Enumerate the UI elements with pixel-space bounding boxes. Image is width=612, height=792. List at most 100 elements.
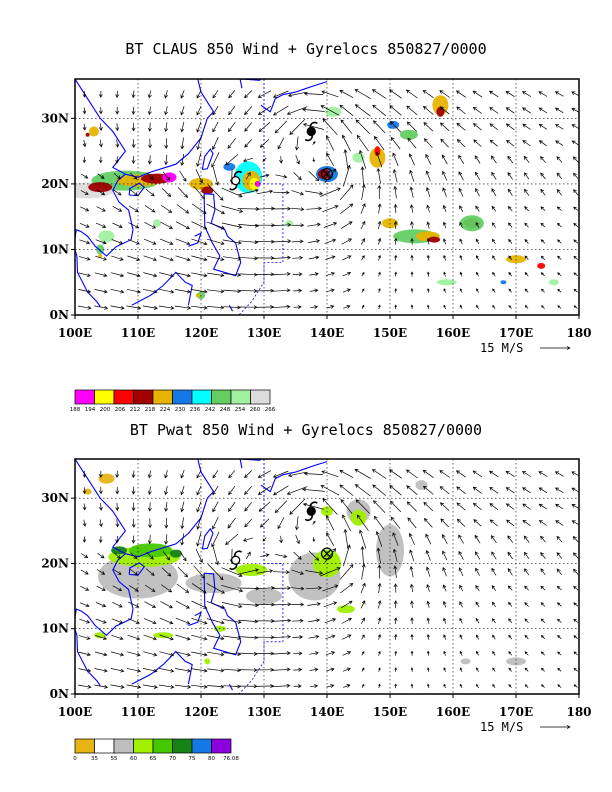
wind-arrow [308,170,320,182]
wind-arrow [238,223,260,228]
wind-arrow [507,172,513,180]
wind-arrow [175,668,192,673]
wind-arrow [244,518,252,528]
wind-arrow [286,486,308,495]
wind-arrow [223,684,242,689]
wind-arrow [111,618,124,624]
wind-arrow [538,107,548,114]
wind-arrow [389,120,402,133]
wind-arrow [377,184,382,200]
wind-arrow [343,528,349,550]
coastline-10 [75,304,76,306]
cloud-shade-41 [98,230,115,243]
wind-arrow [459,650,463,656]
wind-arrow [377,600,382,609]
wind-arrow [239,288,258,293]
wind-arrow [221,187,243,198]
wind-arrow [573,602,579,607]
wind-arrow [164,517,169,529]
wind-arrow [372,484,387,496]
wind-arrow [127,272,141,278]
wind-arrow [324,168,337,184]
wind-arrow [77,684,92,689]
wind-arrow [326,532,335,546]
wind-arrow [557,239,562,244]
wind-arrow [238,619,259,624]
wind-arrow [508,255,513,261]
wind-arrow [309,288,319,293]
wind-arrow [475,617,480,624]
wind-arrow [377,634,381,640]
wind-arrow [476,304,479,309]
wind-arrow [405,469,418,479]
wind-arrow [207,651,225,657]
wind-arrow [339,90,354,99]
wind-arrow [409,565,414,578]
wind-arrow [239,651,258,656]
wind-arrow [459,271,463,277]
bottom-panel-title: BT Pwat 850 Wind + Gyrelocs 850827/0000 [129,421,483,439]
wind-arrow [443,650,447,656]
wind-arrow [180,469,185,479]
wind-arrow [99,519,103,528]
wind-arrow [222,256,242,261]
wind-arrow [555,520,564,526]
wind-arrow [524,305,529,309]
wind-arrow [408,153,415,166]
wind-arrow [342,255,352,261]
wind-arrow [78,256,91,261]
wind-arrow [175,238,191,246]
wind-arrow [225,154,239,166]
wind-arrow [555,124,564,130]
wind-arrow [223,652,242,657]
coastline-3 [203,572,242,656]
wind-arrow [80,569,89,575]
wind-arrow [255,272,275,277]
wind-arrow [573,684,578,688]
wind-arrow [110,668,125,673]
wind-arrow [491,601,496,608]
wind-arrow [289,118,306,136]
wind-arrow [162,551,171,561]
wind-arrow [175,634,191,641]
wind-arrow [272,288,291,293]
wind-arrow [228,121,236,133]
wind-arrow [521,91,531,97]
wind-arrow [164,486,168,496]
wind-arrow [389,485,402,496]
legend-swatch [113,389,134,405]
wind-arrow [407,137,417,149]
wind-arrow [507,585,513,591]
wind-arrow [193,185,206,200]
wind-arrow [372,500,386,513]
wind-arrow [143,255,157,262]
coastline-9 [228,683,233,691]
wind-arrow [491,585,497,591]
lon-tick-label: 150E [373,326,407,340]
wind-arrow [410,650,414,656]
cloud-shade-39 [352,152,365,163]
wind-arrow [458,171,464,181]
wind-arrow [180,153,185,167]
pwat-shade-16 [336,605,355,614]
wind-arrow [78,635,91,640]
wind-arrow [126,668,142,673]
wind-arrow [556,222,562,228]
wind-arrow [287,91,307,98]
cloud-shade-11 [254,180,261,187]
wind-arrow [394,683,398,689]
wind-arrow [292,635,304,639]
wind-arrow [572,156,579,163]
cloud-shade-20 [459,215,484,232]
legend-swatch [211,389,232,405]
wind-arrow [206,618,225,625]
wind-arrow [458,187,464,197]
wind-arrow [442,584,447,592]
wind-arrow [538,124,548,130]
top-map-panel: 100E 110E 120E 130E 140E 150E 160E 170E 180 0N 10N… [41,78,592,413]
cloud-shade-23 [369,147,386,168]
wind-arrow [392,168,398,183]
wind-arrow [293,551,302,560]
wind-arrow [158,305,175,310]
dashed-boundary [238,79,284,315]
